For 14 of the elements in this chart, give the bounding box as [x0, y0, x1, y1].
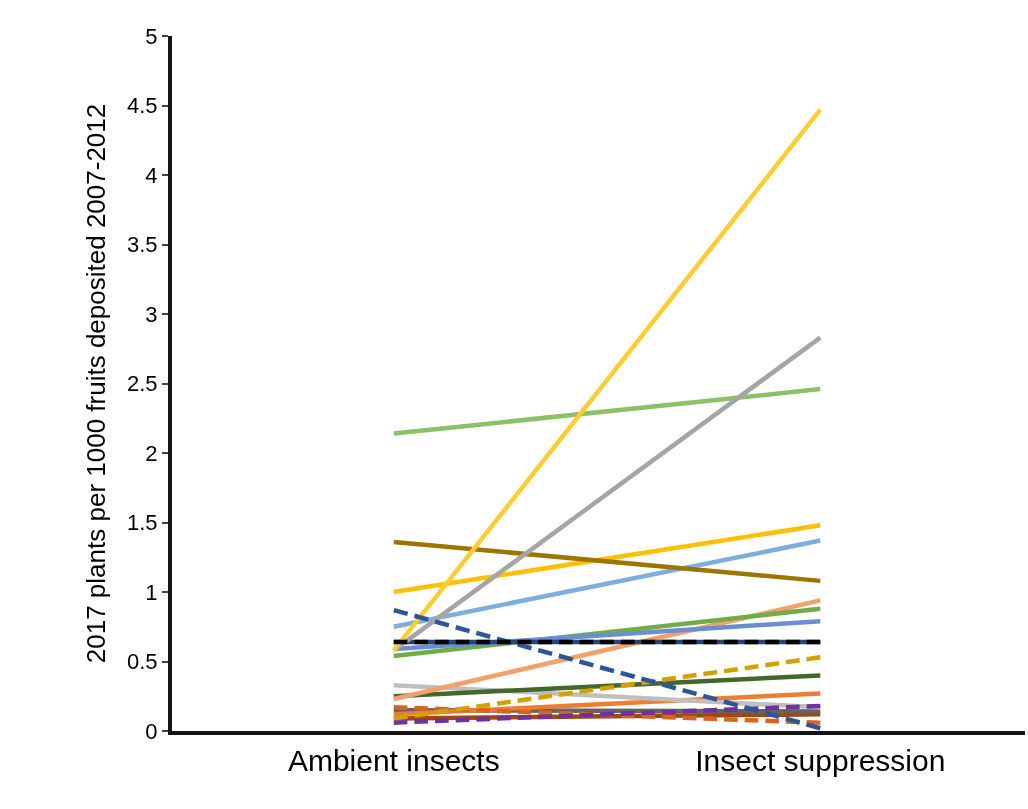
x-tick-label: Ambient insects	[287, 744, 500, 777]
y-tick-label: 3	[145, 301, 158, 327]
y-tick-label: 0.5	[127, 649, 158, 675]
y-tick-label: 3.5	[127, 232, 158, 258]
y-tick-label: 1	[145, 579, 158, 605]
x-tick-label: Insect suppression	[695, 744, 946, 777]
y-tick-label: 1.5	[127, 510, 158, 536]
y-tick-label: 2	[145, 440, 158, 466]
y-tick-label: 0	[145, 718, 158, 744]
y-tick-label: 4	[145, 162, 158, 188]
y-tick-label: 4.5	[127, 93, 158, 119]
y-tick-label: 5	[145, 23, 158, 49]
y-tick-label: 2.5	[127, 371, 158, 397]
y-axis-title: 2017 plants per 1000 fruits deposited 2007-2012	[80, 103, 111, 664]
